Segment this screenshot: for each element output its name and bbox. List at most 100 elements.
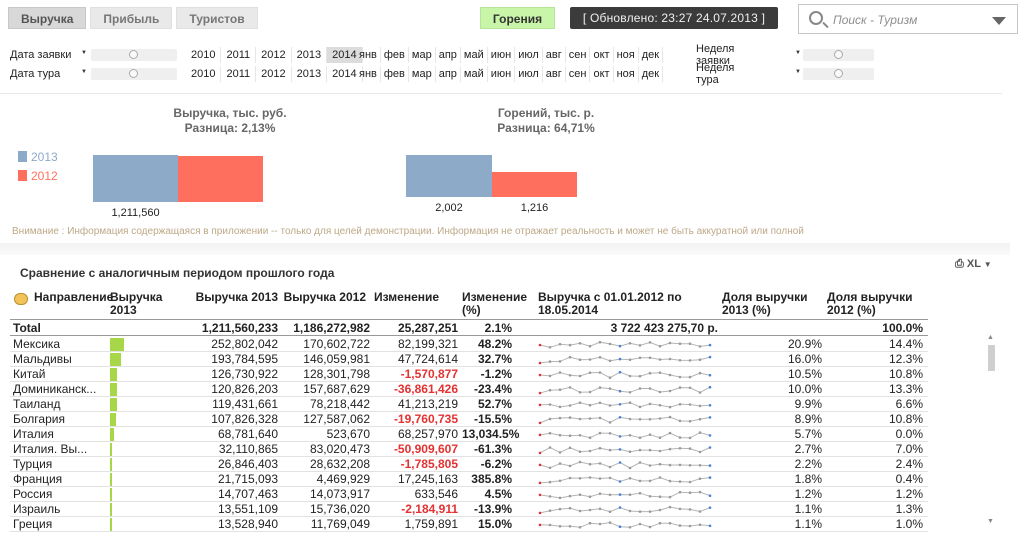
year-2014[interactable]: 2014 <box>327 47 363 63</box>
sparkline-line <box>539 386 711 394</box>
month-mar[interactable]: мар <box>409 66 436 82</box>
month-feb[interactable]: фев <box>381 66 409 82</box>
month-may[interactable]: май <box>461 47 488 63</box>
table-row[interactable]: Россия 14,707,463 14,073,917 633,546 4.5% 1.2… <box>10 487 928 502</box>
month-sep[interactable]: сен <box>566 66 591 82</box>
col-header-direction[interactable]: Направление <box>34 290 114 304</box>
month-jun[interactable]: июн <box>488 47 516 63</box>
year-2012[interactable]: 2012 <box>256 66 292 82</box>
row-rev2012: 146,059,981 <box>303 352 370 366</box>
burn-bar-2013[interactable] <box>406 155 492 197</box>
revenue-bar-2013[interactable] <box>93 155 178 202</box>
col-header-revenue-2012[interactable]: Выручка 2012 <box>283 290 366 304</box>
burn-bar-2012[interactable] <box>492 172 577 197</box>
chevron-down-icon[interactable] <box>992 17 1006 25</box>
dropdown-arrow-icon[interactable]: ▼ <box>81 69 87 75</box>
export-xl-button[interactable]: ⎙ XL ▼ <box>955 258 992 271</box>
month-aug[interactable]: авг <box>543 66 566 82</box>
table-row[interactable]: Турция 26,846,403 28,632,208 -1,785,805 -6.2… <box>10 457 928 472</box>
sparkline-point <box>538 463 542 467</box>
slider-knob[interactable] <box>129 50 138 59</box>
dropdown-arrow-icon[interactable]: ▼ <box>795 50 801 56</box>
table-row[interactable]: Мальдивы 193,784,595 146,059,981 47,724,614… <box>10 352 928 367</box>
month-nov[interactable]: ноя <box>614 47 639 63</box>
legend-item-2013[interactable]: 2013 <box>18 147 58 166</box>
search-box[interactable]: Поиск - Туризм <box>798 4 1018 34</box>
col-header-revenue-since[interactable]: Выручка с 01.01.2012 по 18.05.2014 <box>538 290 682 317</box>
request-week-slider[interactable] <box>803 49 874 61</box>
table-row[interactable]: Израиль 13,551,109 15,736,020 -2,184,911 -13… <box>10 502 928 517</box>
table-row[interactable]: Мексика 252,802,042 170,602,722 82,199,321 4… <box>10 337 928 352</box>
month-jun[interactable]: июн <box>488 66 516 82</box>
table-row[interactable]: Доминиканск... 120,826,203 157,687,629 -36,… <box>10 382 928 397</box>
month-sep[interactable]: сен <box>566 47 591 63</box>
year-2010[interactable]: 2010 <box>186 47 222 63</box>
scroll-down-icon[interactable]: ▼ <box>987 518 994 525</box>
month-oct[interactable]: окт <box>590 47 614 63</box>
sparkline-point <box>538 481 542 485</box>
col-header-revenue-bar[interactable]: Выручка 2013 <box>110 290 163 317</box>
month-feb[interactable]: фев <box>381 47 409 63</box>
month-apr[interactable]: апр <box>436 47 461 63</box>
search-column-icon[interactable] <box>14 293 28 305</box>
total-change: 25,287,251 <box>397 321 458 335</box>
month-dec[interactable]: дек <box>639 66 664 82</box>
row-share2013: 1.1% <box>794 517 822 531</box>
tab-revenue[interactable]: Выручка <box>8 7 87 29</box>
table-row[interactable]: Италия 68,781,640 523,670 68,257,970 13,034.… <box>10 427 928 442</box>
slider-knob[interactable] <box>834 50 843 59</box>
year-2014[interactable]: 2014 <box>327 66 363 82</box>
month-jan[interactable]: янв <box>356 66 381 82</box>
tour-week-slider[interactable] <box>803 68 874 80</box>
request-date-slider[interactable] <box>91 49 177 61</box>
sparkline-point <box>578 526 582 529</box>
table-row[interactable]: Китай 126,730,922 128,301,798 -1,570,877 -1.… <box>10 367 928 382</box>
table-row[interactable]: Италия. Вы... 32,110,865 83,020,473 -50,909… <box>10 442 928 457</box>
slider-knob[interactable] <box>129 69 138 78</box>
sparkline-point <box>638 356 642 360</box>
col-header-change[interactable]: Изменение <box>374 290 440 304</box>
dropdown-arrow-icon[interactable]: ▼ <box>81 50 87 56</box>
year-2013[interactable]: 2013 <box>292 47 328 63</box>
month-dec[interactable]: дек <box>639 47 664 63</box>
month-may[interactable]: май <box>461 66 488 82</box>
col-header-change-pct[interactable]: Изменение (%) <box>462 290 528 317</box>
month-jul[interactable]: июл <box>515 66 543 82</box>
year-2011[interactable]: 2011 <box>221 66 257 82</box>
table-row[interactable]: Франция 21,715,093 4,469,929 17,245,163 385.… <box>10 472 928 487</box>
burn-button[interactable]: Горения <box>480 7 555 29</box>
month-mar[interactable]: мар <box>409 47 436 63</box>
sparkline-point <box>548 495 552 498</box>
year-2013[interactable]: 2013 <box>292 66 328 82</box>
month-aug[interactable]: авг <box>543 47 566 63</box>
col-header-share-2012[interactable]: Доля выручки 2012 (%) <box>827 290 913 317</box>
table-row[interactable]: Таиланд 119,431,661 78,218,442 41,213,219 52… <box>10 397 928 412</box>
year-2011[interactable]: 2011 <box>221 47 257 63</box>
slider-knob[interactable] <box>834 69 843 78</box>
sparkline-point <box>628 466 632 470</box>
row-share2012: 10.8% <box>888 367 923 381</box>
month-apr[interactable]: апр <box>436 66 461 82</box>
month-oct[interactable]: окт <box>590 66 614 82</box>
sparkline-point <box>648 464 652 467</box>
month-jan[interactable]: янв <box>356 47 381 63</box>
tab-tourists[interactable]: Туристов <box>176 7 258 29</box>
sparkline-point <box>698 523 702 527</box>
year-2010[interactable]: 2010 <box>186 66 222 82</box>
col-header-share-2013[interactable]: Доля выручки 2013 (%) <box>722 290 808 317</box>
year-2012[interactable]: 2012 <box>256 47 292 63</box>
table-row[interactable]: Греция 13,528,940 11,769,049 1,759,891 15.0%… <box>10 517 928 532</box>
tour-date-slider[interactable] <box>91 68 177 80</box>
month-nov[interactable]: ноя <box>614 66 639 82</box>
month-jul[interactable]: июл <box>515 47 543 63</box>
dropdown-arrow-icon[interactable]: ▼ <box>795 69 801 75</box>
tab-profit[interactable]: Прибыль <box>90 7 173 29</box>
scrollbar-thumb[interactable] <box>988 345 995 371</box>
revenue-bar-2012[interactable] <box>178 156 263 202</box>
scroll-up-icon[interactable]: ▲ <box>987 334 994 341</box>
table-row[interactable]: Болгария 107,826,328 127,587,062 -19,760,73… <box>10 412 928 427</box>
legend-item-2012[interactable]: 2012 <box>18 166 58 185</box>
revenue-share-bar <box>110 473 112 486</box>
col-header-revenue-2013[interactable]: Выручка 2013 <box>195 290 278 304</box>
table-total-row[interactable]: Total 1,211,560,233 1,186,272,982 25,287… <box>10 321 928 336</box>
